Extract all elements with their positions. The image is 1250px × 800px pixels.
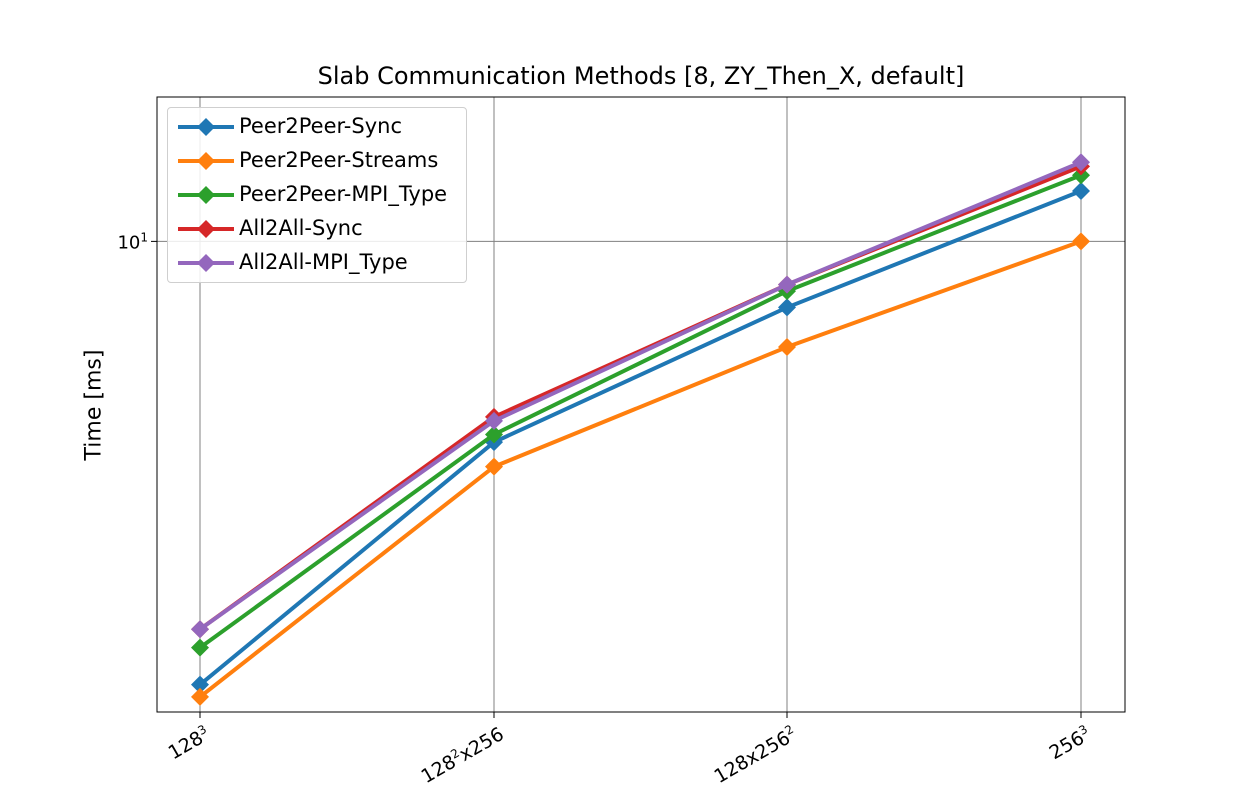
data-point (485, 411, 503, 430)
series-line (198, 189, 1082, 687)
data-point (1072, 153, 1090, 172)
legend-swatch (178, 152, 234, 170)
chart-title: Slab Communication Methods [8, ZY_Then_X… (317, 62, 965, 90)
legend-swatch (178, 254, 234, 272)
data-point (1072, 232, 1090, 251)
data-point (1072, 181, 1090, 200)
data-point (191, 675, 209, 694)
data-point (778, 275, 796, 294)
legend: Peer2Peer-Sync Peer2Peer-Streams Peer2Peer… (167, 107, 467, 283)
legend-swatch (178, 118, 234, 136)
data-point (191, 620, 209, 639)
y-axis-label: Time [ms] (81, 349, 107, 461)
y-tick-label: 101 (117, 230, 148, 254)
legend-entry: Peer2Peer-MPI_Type (168, 178, 466, 212)
series-group (191, 153, 1090, 706)
series-peer2peer-mpi-type (191, 166, 1090, 657)
legend-label: Peer2Peer-MPI_Type (239, 182, 448, 206)
series-line (198, 160, 1082, 631)
legend-entry: All2All-MPI_Type (168, 246, 466, 280)
legend-entry: Peer2Peer-Sync (168, 110, 466, 144)
legend-label: Peer2Peer-Sync (239, 114, 402, 138)
data-point (485, 425, 503, 444)
legend-label: All2All-Sync (239, 216, 363, 240)
legend-swatch (178, 186, 234, 204)
data-point (191, 687, 209, 706)
data-point (191, 638, 209, 657)
series-all2all-mpi-type (191, 153, 1090, 639)
series-line (198, 173, 1082, 650)
legend-label: All2All-MPI_Type (239, 250, 408, 274)
data-point (778, 298, 796, 317)
legend-entry: All2All-Sync (168, 212, 466, 246)
data-point (778, 338, 796, 357)
plot-frame (156, 96, 1126, 713)
legend-entry: Peer2Peer-Streams (168, 144, 466, 178)
tick-marks (151, 240, 1082, 718)
legend-swatch (178, 220, 234, 238)
legend-label: Peer2Peer-Streams (239, 148, 439, 172)
data-point (485, 457, 503, 476)
series-peer2peer-streams (191, 232, 1090, 706)
series-line (198, 239, 1082, 699)
